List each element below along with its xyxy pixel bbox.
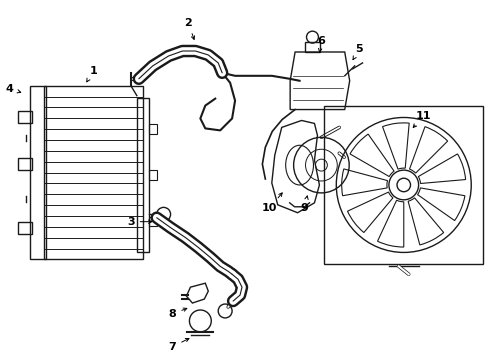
Text: 2: 2 — [185, 18, 195, 39]
Bar — [30, 86, 46, 260]
Bar — [18, 111, 32, 123]
Text: 11: 11 — [413, 111, 431, 127]
Text: 1: 1 — [87, 66, 97, 82]
Bar — [149, 216, 157, 226]
Bar — [305, 42, 320, 52]
Bar — [324, 105, 483, 264]
Bar — [149, 123, 157, 134]
Text: 6: 6 — [318, 36, 325, 52]
Bar — [137, 98, 149, 252]
Text: 3: 3 — [127, 217, 152, 227]
Bar — [149, 170, 157, 180]
Text: 5: 5 — [353, 44, 363, 60]
Text: 10: 10 — [262, 193, 282, 213]
Text: 8: 8 — [169, 308, 187, 319]
Bar — [18, 158, 32, 170]
Text: 9: 9 — [300, 196, 309, 213]
Bar — [18, 222, 32, 234]
Text: 4: 4 — [6, 84, 21, 94]
Text: 7: 7 — [169, 338, 189, 352]
